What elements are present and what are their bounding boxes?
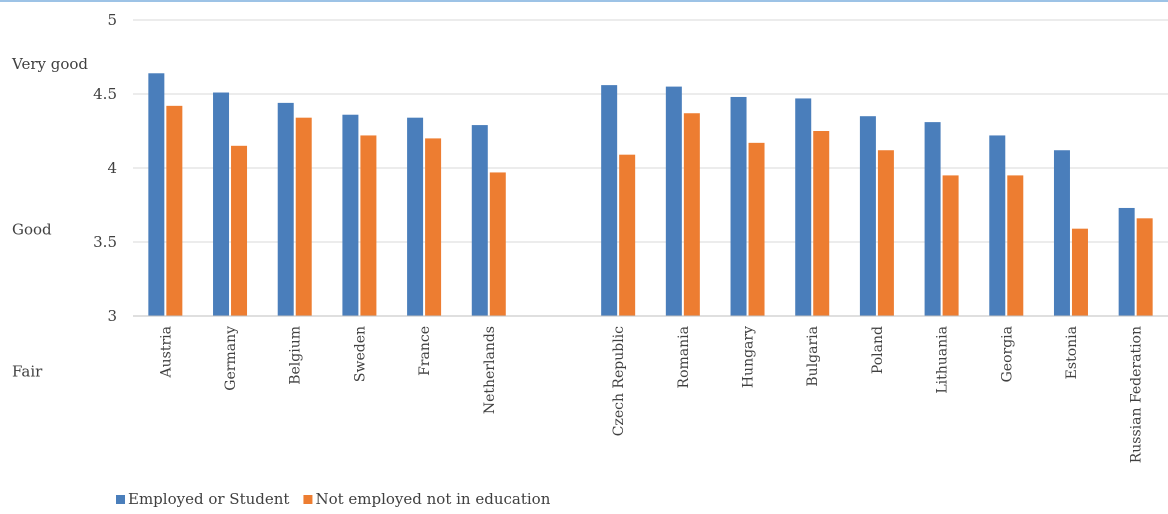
x-tick-label-bulgaria: Bulgaria [805, 326, 821, 387]
bar-sweden-not-employed-not-in-education [360, 135, 377, 316]
bar-romania-employed-or-student [665, 86, 682, 316]
y-tick-label: 5 [107, 11, 117, 29]
annotation-good: Good [12, 221, 52, 239]
x-tick-label-hungary: Hungary [741, 326, 757, 388]
x-tick-label-belgium: Belgium [288, 326, 304, 385]
bar-russian-federation-employed-or-student [1118, 207, 1135, 316]
legend-label-employed-or-student: Employed or Student [128, 490, 289, 508]
bar-france-employed-or-student [407, 117, 424, 317]
bar-poland-not-employed-not-in-education [877, 150, 894, 316]
x-tick-label-germany: Germany [223, 326, 239, 391]
bar-georgia-employed-or-student [989, 135, 1006, 316]
bars [148, 73, 1153, 317]
y-axis-ticks: 3 3.5 4 4.5 5 [93, 11, 117, 325]
bar-sweden-employed-or-student [342, 114, 359, 316]
bar-belgium-employed-or-student [277, 102, 294, 316]
bar-hungary-not-employed-not-in-education [748, 142, 765, 316]
x-tick-label-georgia: Georgia [999, 326, 1015, 382]
x-tick-label-netherlands: Netherlands [482, 326, 498, 414]
bar-georgia-not-employed-not-in-education [1007, 175, 1024, 316]
x-tick-label-romania: Romania [676, 326, 692, 388]
bar-russian-federation-not-employed-not-in-education [1136, 218, 1153, 316]
y-tick-label: 4 [107, 159, 117, 177]
x-tick-label-poland: Poland [870, 326, 886, 374]
y-tick-label: 4.5 [93, 85, 117, 103]
side-annotations: Very good Good Fair [11, 55, 88, 381]
x-tick-label-france: France [417, 326, 433, 376]
bar-bulgaria-not-employed-not-in-education [813, 131, 830, 316]
x-tick-label-austria: Austria [158, 326, 174, 378]
x-tick-label-czech-republic: Czech Republic [611, 326, 627, 436]
bar-poland-employed-or-student [859, 116, 876, 316]
legend: Employed or Student Not employed not in e… [116, 490, 551, 508]
x-tick-label-lithuania: Lithuania [935, 326, 951, 394]
bar-germany-not-employed-not-in-education [231, 145, 248, 316]
annotation-very-good: Very good [11, 55, 88, 73]
bar-estonia-employed-or-student [1053, 150, 1070, 316]
bar-france-not-employed-not-in-education [425, 138, 442, 316]
bar-austria-not-employed-not-in-education [166, 105, 183, 316]
bar-lithuania-not-employed-not-in-education [942, 175, 959, 316]
bar-czech-republic-not-employed-not-in-education [619, 154, 636, 316]
legend-swatch-not-employed-not-in-education [303, 495, 313, 504]
bar-belgium-not-employed-not-in-education [295, 117, 312, 317]
annotation-fair: Fair [12, 363, 43, 381]
bar-romania-not-employed-not-in-education [683, 113, 700, 317]
legend-label-not-employed-not-in-education: Not employed not in education [315, 490, 550, 508]
bar-hungary-employed-or-student [730, 96, 747, 317]
bar-bulgaria-employed-or-student [795, 98, 812, 316]
bar-austria-employed-or-student [148, 73, 165, 316]
bar-lithuania-employed-or-student [924, 122, 941, 317]
x-tick-label-estonia: Estonia [1064, 326, 1080, 379]
y-tick-label: 3.5 [93, 233, 117, 251]
bar-germany-employed-or-student [213, 92, 230, 317]
bar-netherlands-employed-or-student [471, 125, 488, 316]
x-tick-label-russian-federation: Russian Federation [1129, 326, 1145, 463]
bar-czech-republic-employed-or-student [601, 85, 618, 317]
bar-netherlands-not-employed-not-in-education [489, 172, 506, 316]
y-tick-label: 3 [107, 307, 117, 325]
bar-estonia-not-employed-not-in-education [1071, 228, 1088, 316]
category-labels: Austria Germany Belgium Sweden France Netherl… [158, 326, 1144, 463]
x-tick-label-sweden: Sweden [352, 326, 368, 382]
legend-swatch-employed-or-student [116, 495, 125, 504]
